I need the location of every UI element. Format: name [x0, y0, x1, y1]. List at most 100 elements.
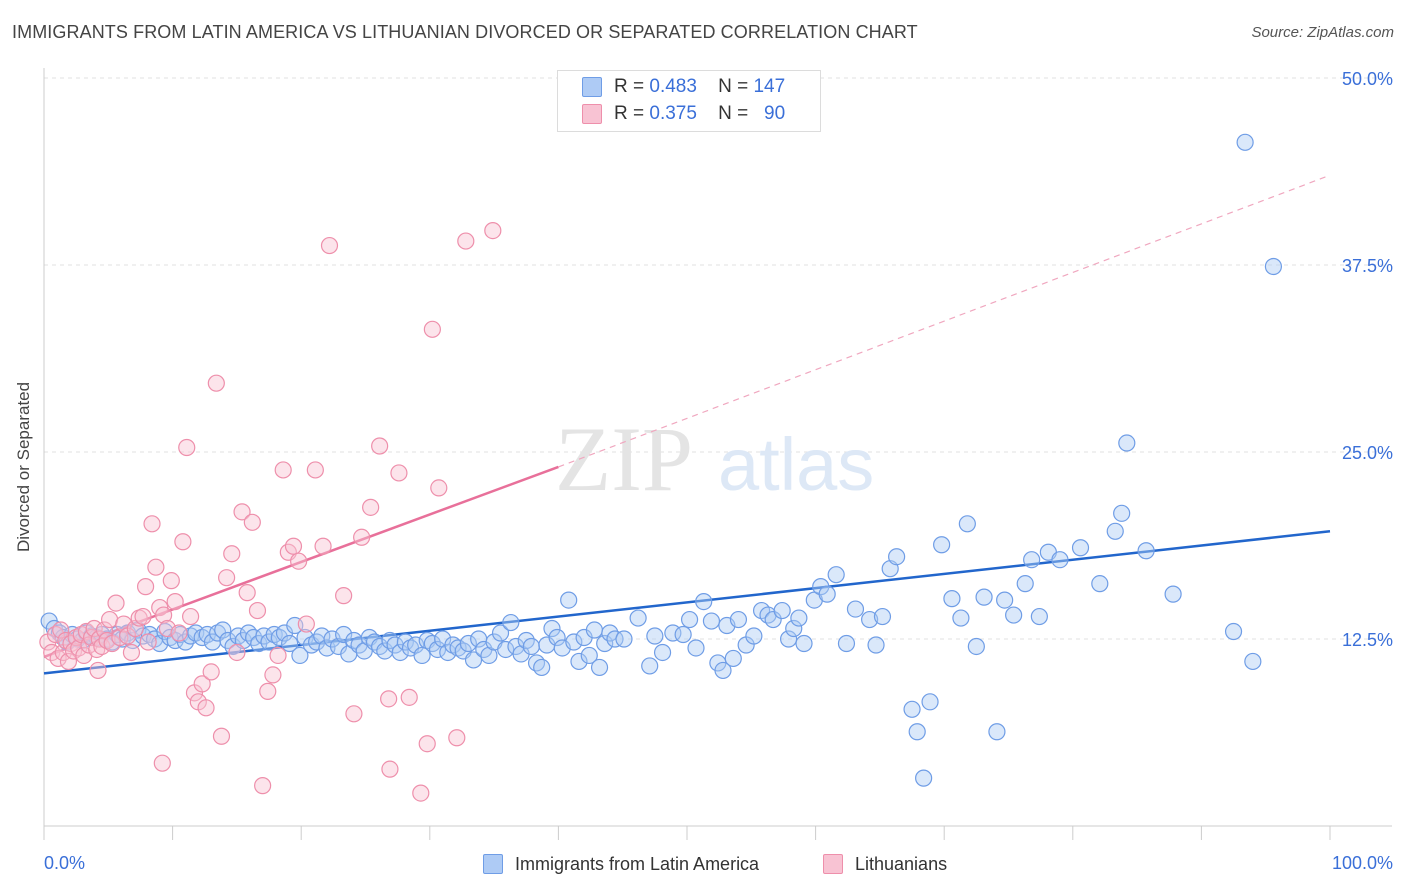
blue-point — [903, 700, 921, 718]
pink-point — [400, 688, 418, 706]
pink-point — [126, 619, 144, 638]
stats-n-value: 90 — [764, 103, 786, 124]
blue-point — [596, 634, 614, 653]
stats-n-value: 147 — [753, 76, 786, 97]
y-tick-label: 12.5% — [1342, 630, 1393, 650]
pink-point — [284, 537, 303, 555]
blue-point — [491, 624, 510, 642]
pink-point — [423, 320, 441, 338]
blue-point — [724, 649, 742, 668]
blue-point — [543, 619, 561, 638]
blue-point — [560, 591, 578, 609]
blue-point — [779, 630, 798, 648]
pink-point — [134, 607, 152, 626]
pink-point — [223, 545, 241, 563]
pink-point — [274, 461, 292, 479]
legend-label: Lithuanians — [855, 853, 948, 874]
pink-point — [89, 661, 107, 680]
pink-point — [371, 437, 389, 455]
stats-swatch-pink — [582, 104, 602, 124]
watermark-zip: ZIP — [555, 408, 693, 510]
y-tick-label: 50.0% — [1342, 69, 1393, 89]
pink-point — [64, 642, 83, 660]
blue-point — [580, 646, 598, 665]
pink-point — [345, 705, 363, 723]
tick-labels: 12.5% 25.0% 37.5% 50.0% 0.0% 100.0% — [44, 69, 1393, 873]
blue-point — [1118, 434, 1136, 452]
pink-point — [147, 558, 165, 576]
blue-point — [1264, 257, 1283, 276]
blue-point — [1030, 607, 1048, 626]
x-tick-label: 0.0% — [44, 853, 85, 873]
y-tick-label: 25.0% — [1342, 443, 1393, 463]
axes — [43, 68, 1392, 840]
stats-r-value: 0.375 — [649, 103, 697, 124]
pink-point — [314, 537, 332, 555]
blue-point — [790, 609, 808, 627]
pink-point — [153, 754, 171, 772]
legend-item-latin-america[interactable]: Immigrants from Latin America — [483, 852, 759, 876]
pink-point — [52, 621, 70, 639]
blue-point — [958, 515, 976, 533]
blue-point — [1244, 652, 1262, 671]
blue-point — [615, 630, 633, 648]
pink-point — [320, 236, 339, 255]
blue-point — [921, 693, 939, 711]
blue-point — [193, 628, 211, 647]
blue-point — [729, 610, 748, 629]
blue-point — [687, 639, 705, 657]
blue-point — [497, 640, 515, 659]
pink-point — [136, 578, 155, 596]
blue-point — [391, 643, 409, 662]
pink-point — [202, 663, 220, 681]
pink-point — [418, 735, 436, 753]
blue-point — [428, 640, 447, 659]
pink-point — [381, 760, 399, 778]
blue-point — [565, 633, 583, 651]
pink-point — [238, 584, 256, 602]
blue-point — [702, 612, 721, 630]
blue-point — [785, 619, 803, 638]
stats-r-value: 0.483 — [649, 76, 697, 97]
blue-point — [952, 609, 970, 627]
stats-n-label: N = — [718, 76, 749, 97]
blue-point — [846, 600, 865, 618]
blue-point — [1137, 542, 1155, 560]
pink-point — [182, 607, 200, 626]
pink-point — [139, 633, 157, 651]
pink-point — [170, 624, 188, 642]
data-points — [39, 133, 1283, 802]
blue-point — [413, 646, 431, 665]
blue-point — [1023, 551, 1041, 569]
blue-point — [967, 637, 985, 656]
blue-point — [1106, 522, 1124, 540]
blue-point — [745, 627, 763, 645]
pink-point — [335, 587, 353, 605]
pink-point — [269, 646, 287, 665]
legend-item-lithuanians[interactable]: Lithuanians — [823, 852, 947, 876]
chart-title: IMMIGRANTS FROM LATIN AMERICA VS LITHUAN… — [12, 22, 918, 42]
blue-point — [335, 625, 353, 644]
pink-point — [228, 643, 246, 662]
stats-swatch-blue — [582, 77, 602, 97]
y-axis-label: Divorced or Separated — [14, 381, 33, 552]
blue-point — [975, 588, 993, 606]
pink-point — [353, 528, 371, 546]
blue-point — [646, 627, 664, 645]
blue-point — [695, 592, 713, 611]
blue-point — [764, 610, 782, 629]
blue-point — [888, 548, 906, 566]
blue-point — [1224, 622, 1243, 641]
blue-point — [653, 643, 672, 662]
legend-swatch-pink — [823, 854, 843, 874]
trend-line-blue — [43, 530, 1331, 675]
trend-line-pink-extension — [558, 174, 1331, 468]
pink-point — [59, 652, 78, 671]
blue-point — [680, 610, 699, 629]
blue-point — [1051, 551, 1069, 569]
blue-point — [570, 652, 588, 671]
pink-point — [457, 232, 475, 250]
blue-point — [548, 628, 566, 647]
blue-point — [867, 636, 885, 654]
